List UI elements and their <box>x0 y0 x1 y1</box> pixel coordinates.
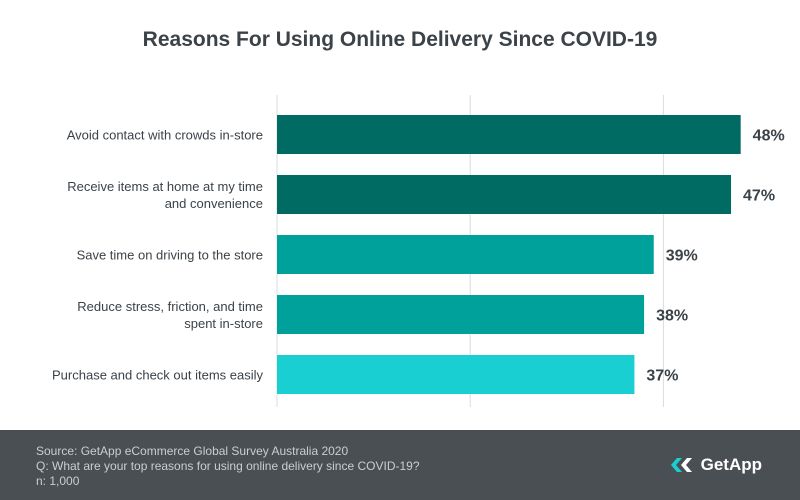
footer-notes: Source: GetApp eCommerce Global Survey A… <box>36 444 420 489</box>
bar-value-label: 48% <box>753 128 785 145</box>
category-label: Purchase and check out items easily <box>52 368 263 383</box>
bar <box>277 175 732 214</box>
sample-size-note: n: 1,000 <box>36 474 80 488</box>
bar-value-label: 37% <box>646 368 678 385</box>
category-label: and convenience <box>165 196 263 211</box>
bar <box>277 295 645 334</box>
bar-value-label: 47% <box>743 188 775 205</box>
bar <box>277 235 654 274</box>
category-label: Receive items at home at my time <box>67 179 263 194</box>
category-label: Avoid contact with crowds in-store <box>67 128 263 143</box>
bar-value-label: 38% <box>656 308 688 325</box>
bar-value-label: 39% <box>666 248 698 265</box>
getapp-chevrons-icon <box>670 458 692 472</box>
brand-name: GetApp <box>700 455 762 474</box>
bar <box>277 355 635 394</box>
footer: Source: GetApp eCommerce Global Survey A… <box>0 430 800 500</box>
bar <box>277 115 741 154</box>
category-label: Reduce stress, friction, and time <box>77 299 263 314</box>
bar-chart: 48% Avoid contact with crowds in-store 47%… <box>52 95 785 407</box>
getapp-logo: GetApp <box>669 455 762 475</box>
category-label: Save time on driving to the store <box>77 248 263 263</box>
chart-title: Reasons For Using Online Delivery Since … <box>142 28 658 51</box>
question-note: Q: What are your top reasons for using o… <box>36 459 420 473</box>
category-label: spent in-store <box>184 316 263 331</box>
source-note: Source: GetApp eCommerce Global Survey A… <box>36 444 349 458</box>
